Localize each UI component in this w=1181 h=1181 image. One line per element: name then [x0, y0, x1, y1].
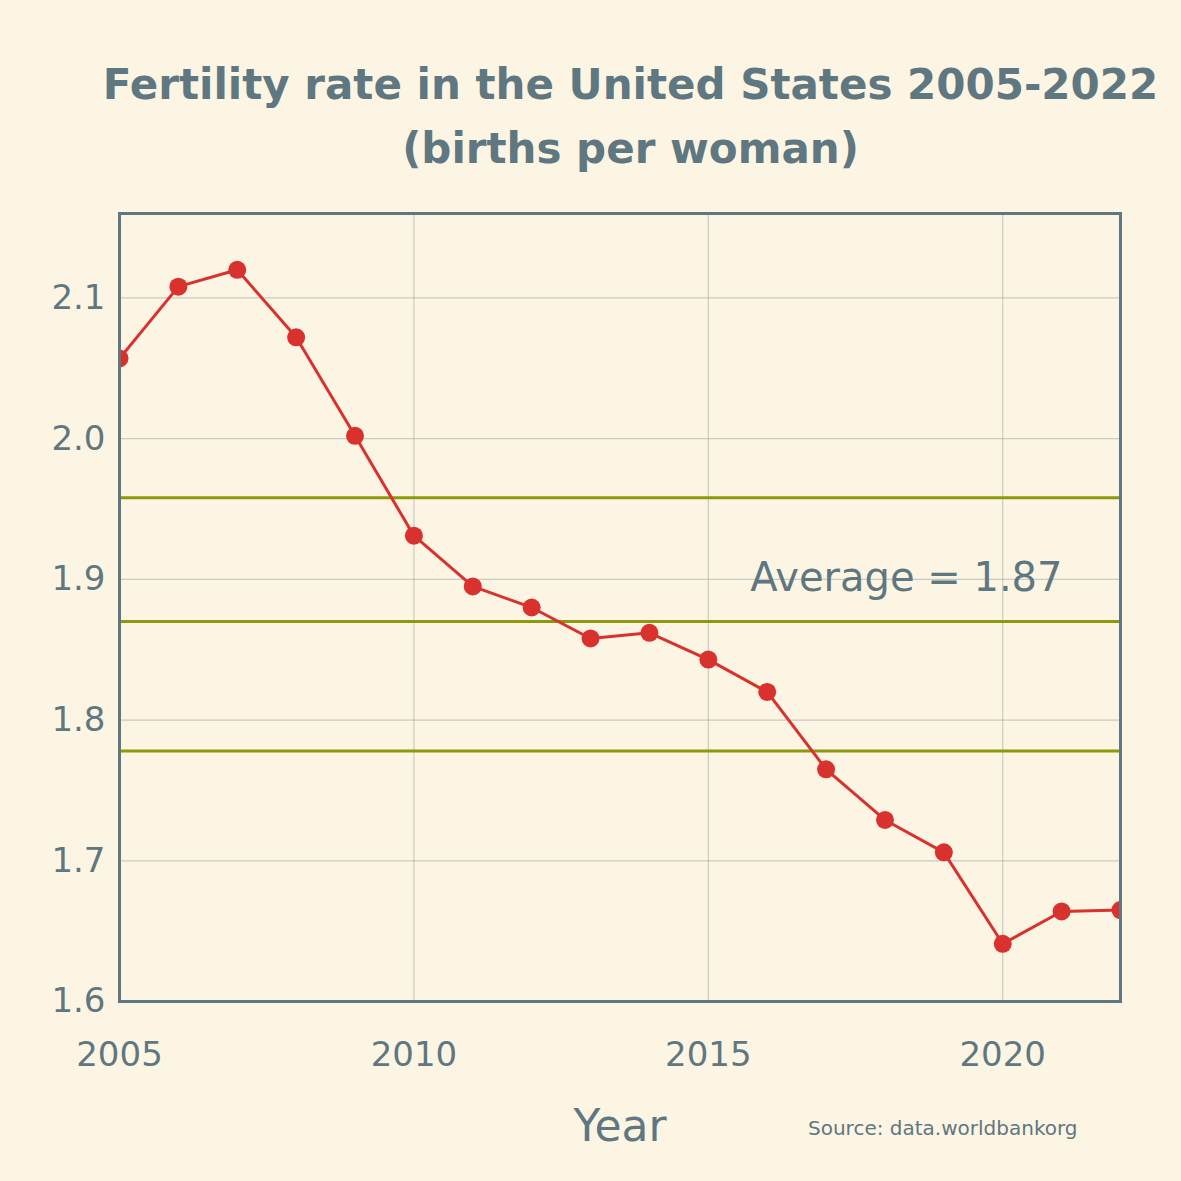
html-text:Fertility rate in the United S: Fertility rate in the United States 2005…: [102, 60, 1159, 109]
svg-text:1.7: 1.7: [51, 840, 105, 880]
html-text:Source: data.worldbankorg: Source: data.worldbankorg: [808, 1116, 1078, 1140]
svg-text:1.9: 1.9: [51, 558, 105, 598]
svg-text:2020: 2020: [959, 1034, 1046, 1074]
html-text:Year: Year: [573, 1100, 667, 1151]
svg-text:1.6: 1.6: [51, 980, 105, 1020]
svg-text:1.8: 1.8: [51, 699, 105, 739]
svg-text:2015: 2015: [665, 1034, 752, 1074]
svg-text:2010: 2010: [371, 1034, 458, 1074]
svg-text:2005: 2005: [76, 1034, 163, 1074]
svg-text:2.0: 2.0: [51, 418, 105, 458]
svg-text:2.1: 2.1: [51, 277, 105, 317]
html-text:(births per woman): (births per woman): [402, 124, 859, 173]
svg-text:Average = 1.87: Average = 1.87: [750, 554, 1062, 600]
